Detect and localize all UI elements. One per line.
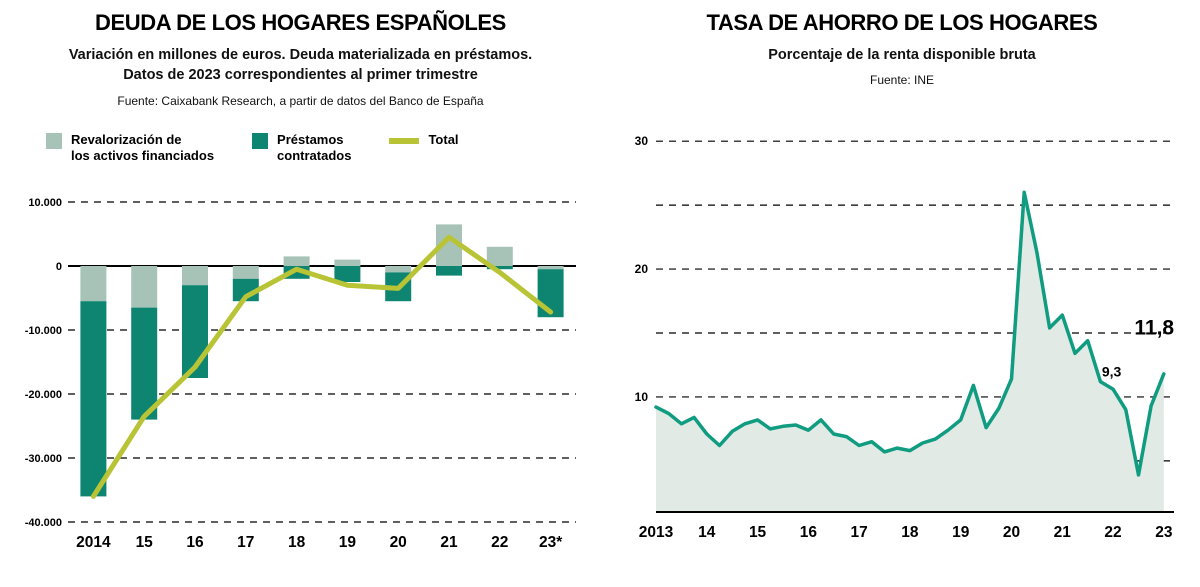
svg-text:30: 30 [635, 134, 649, 148]
deuda-source: Fuente: Caixabank Research, a partir de … [117, 93, 484, 108]
svg-text:14: 14 [698, 524, 716, 541]
svg-text:21: 21 [1054, 524, 1072, 541]
svg-text:18: 18 [288, 534, 306, 551]
svg-text:2014: 2014 [76, 534, 111, 551]
deuda-subtitle: Variación en millones de euros. Deuda ma… [68, 47, 533, 84]
deuda-panel: DEUDA DE LOS HOGARES ESPAÑOLES Variación… [18, 0, 583, 587]
svg-text:19: 19 [339, 534, 357, 551]
revalorizacion-swatch-icon [46, 132, 62, 149]
svg-text:-40.000: -40.000 [25, 517, 62, 529]
ahorro-chart-area: 10 20 30 2013 14 15 16 17 18 19 20 21 22 23 11,8 9,3 [612, 107, 1192, 549]
svg-text:18: 18 [901, 524, 919, 541]
legend-label-revalorizacion: Revalorización de los activos financiado… [71, 131, 215, 164]
svg-text:20: 20 [390, 534, 407, 551]
svg-text:15: 15 [749, 524, 767, 541]
legend-item-total: Total [389, 131, 459, 149]
deuda-chart-svg: 10.000 0 -10.000 -20.000 -30.000 -40.000 2014 1… [25, 197, 576, 551]
deuda-chart-area: 10.000 0 -10.000 -20.000 -30.000 -40.000 2014 1… [18, 177, 583, 555]
svg-text:22: 22 [491, 534, 508, 551]
svg-text:17: 17 [851, 524, 868, 541]
svg-text:20: 20 [635, 262, 649, 276]
svg-text:10: 10 [635, 390, 649, 404]
svg-text:-10.000: -10.000 [25, 325, 62, 337]
svg-text:20: 20 [1003, 524, 1020, 541]
prestamos-swatch-icon [252, 132, 269, 149]
svg-text:11,8: 11,8 [1134, 317, 1174, 340]
ahorro-source: Fuente: INE [869, 73, 935, 88]
legend-label-total: Total [428, 131, 459, 147]
legend-item-revalorizacion: Revalorización de los activos financiado… [46, 132, 214, 166]
ahorro-chart-svg: 10 20 30 2013 14 15 16 17 18 19 20 21 22 23 11,8 9,3 [635, 134, 1175, 541]
svg-text:22: 22 [1104, 524, 1121, 541]
ahorro-subtitle: Porcentaje de la renta disponible bruta [768, 47, 1036, 63]
svg-text:-30.000: -30.000 [25, 453, 62, 465]
svg-text:19: 19 [952, 524, 970, 541]
svg-text:-20.000: -20.000 [25, 389, 62, 401]
svg-text:16: 16 [186, 534, 204, 551]
svg-text:9,3: 9,3 [1102, 364, 1122, 380]
svg-text:15: 15 [136, 534, 154, 551]
ahorro-title: TASA DE AHORRO DE LOS HOGARES [706, 10, 1098, 35]
svg-text:21: 21 [440, 534, 458, 551]
legend-label-prestamos: Préstamos contratados [277, 131, 352, 164]
svg-text:23: 23 [1155, 524, 1173, 541]
svg-text:23*: 23* [539, 534, 563, 551]
svg-text:2013: 2013 [639, 524, 674, 541]
deuda-legend: Revalorización de los activos financiado… [46, 132, 583, 166]
svg-text:17: 17 [237, 534, 254, 551]
ahorro-panel: TASA DE AHORRO DE LOS HOGARES Porcentaje… [612, 0, 1192, 587]
legend-item-prestamos: Préstamos contratados [252, 132, 351, 166]
svg-text:10.000: 10.000 [28, 197, 62, 209]
total-line-swatch-icon [389, 137, 420, 144]
svg-text:0: 0 [56, 261, 62, 273]
svg-text:16: 16 [800, 524, 818, 541]
deuda-title: DEUDA DE LOS HOGARES ESPAÑOLES [95, 10, 506, 35]
